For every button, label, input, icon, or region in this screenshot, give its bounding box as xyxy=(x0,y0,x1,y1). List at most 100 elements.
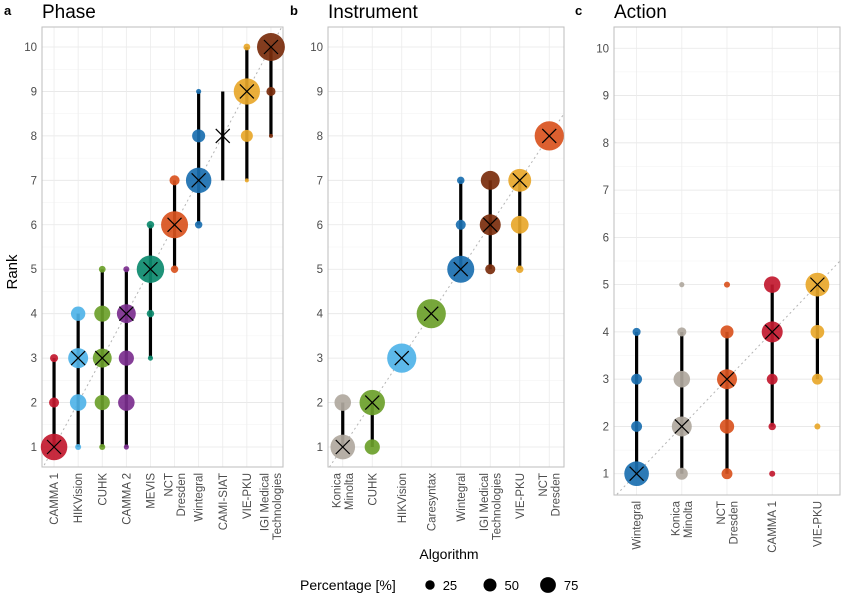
legend-size-marker xyxy=(425,580,435,590)
median-marker xyxy=(453,261,469,277)
rank-point xyxy=(632,327,641,336)
series-7 xyxy=(185,88,212,229)
series-1 xyxy=(624,327,649,487)
rank-point xyxy=(334,394,352,411)
x-tick-label: CAMMA 1 xyxy=(49,473,61,525)
rank-point xyxy=(266,86,276,97)
x-tick-label: Wintegral xyxy=(456,473,468,522)
panel-action: c Action 1 2 3 4 5 6 7 8 9 10 Wintegral KonicaMinolta… xyxy=(575,2,841,553)
median-marker xyxy=(674,419,690,434)
series-7 xyxy=(508,168,532,273)
median-marker xyxy=(46,439,62,455)
legend-title: Percentage [%] xyxy=(300,577,396,593)
median-marker xyxy=(215,128,231,144)
y-tick-label: 10 xyxy=(24,42,37,54)
rank-point xyxy=(192,129,206,143)
legend-size-marker xyxy=(540,577,556,593)
y-tick-label: 5 xyxy=(317,264,323,276)
x-tick-label: MEVIS xyxy=(145,473,157,509)
x-tick-label: HIKVision xyxy=(397,473,409,523)
y-tick-label: 1 xyxy=(317,442,323,454)
rank-point xyxy=(631,421,643,432)
y-tick-label: 6 xyxy=(603,232,609,244)
y-tick-label: 7 xyxy=(31,175,37,187)
rank-point xyxy=(510,215,529,234)
panel-title: Action xyxy=(614,2,667,23)
x-tick-label: CAMI-SIAT xyxy=(218,473,230,530)
x-tick-label: CUHK xyxy=(97,473,109,506)
median-marker xyxy=(191,172,207,188)
rank-point xyxy=(769,470,776,477)
rank-point xyxy=(810,325,825,339)
y-tick-label: 9 xyxy=(317,86,323,98)
panel-letter: b xyxy=(290,3,298,18)
panel-phase: a Phase 1 2 3 4 5 6 7 8 9 10 CAMMA 1 HIKVision CUHK CAM… xyxy=(4,2,285,540)
rank-point xyxy=(457,176,465,185)
rank-point xyxy=(118,350,134,366)
legend-entry-label: 25 xyxy=(443,578,457,593)
y-tick-label: 8 xyxy=(31,131,37,143)
rank-point xyxy=(146,309,155,318)
x-tick-label: CAMMA 2 xyxy=(121,473,133,525)
y-tick-label: 3 xyxy=(603,374,609,386)
legend-entries: 25 50 75 xyxy=(425,577,578,593)
rank-point xyxy=(268,133,273,138)
x-tick-label: CUHK xyxy=(367,473,379,506)
x-tick-label: Wintegral xyxy=(194,473,206,522)
y-tick-label: 4 xyxy=(603,327,610,339)
panel-border xyxy=(41,26,284,468)
y-tick-label: 10 xyxy=(310,42,323,54)
x-tick-label: NCTDresden xyxy=(538,473,563,516)
rank-point xyxy=(631,373,643,385)
rank-point xyxy=(763,276,781,293)
y-tick-label: 3 xyxy=(31,353,37,365)
rank-point xyxy=(49,397,60,408)
y-tick-label: 7 xyxy=(317,175,323,187)
panel-letter: a xyxy=(4,3,12,18)
rank-point xyxy=(766,373,778,385)
y-tick-label: 6 xyxy=(317,220,323,232)
median-marker xyxy=(239,84,255,99)
series-6 xyxy=(479,170,501,275)
rank-point xyxy=(719,419,735,434)
rank-point xyxy=(98,265,106,273)
rank-point xyxy=(146,221,155,229)
rank-point xyxy=(240,129,253,142)
panel-instrument: b Instrument 1 2 3 4 5 6 7 8 9 10 KonicaMinolta CUHK H… xyxy=(290,2,565,540)
y-tick-label: 6 xyxy=(31,220,37,232)
rank-point xyxy=(811,373,823,385)
y-tick-label: 7 xyxy=(603,185,609,197)
x-tick-label: Wintegral xyxy=(632,501,644,550)
series-2 xyxy=(68,306,89,451)
x-tick-label: IGI MedicalTechnologies xyxy=(260,473,285,540)
series-3 xyxy=(717,281,737,480)
rank-point xyxy=(75,443,82,451)
median-marker xyxy=(335,439,351,455)
median-marker xyxy=(809,277,825,293)
rank-point xyxy=(50,354,59,363)
series-4 xyxy=(116,266,136,450)
median-marker xyxy=(94,350,110,366)
median-marker xyxy=(764,324,780,340)
series-2 xyxy=(359,389,385,455)
series-4 xyxy=(416,299,446,329)
median-marker xyxy=(541,128,557,144)
rank-point xyxy=(485,264,496,275)
panel-border xyxy=(327,26,565,468)
median-marker xyxy=(143,261,158,277)
rank-point xyxy=(118,394,135,411)
y-tick-label: 2 xyxy=(31,398,37,410)
rank-point xyxy=(675,467,688,480)
series-2 xyxy=(671,282,692,480)
rank-point xyxy=(244,178,249,183)
x-tick-label: HIKVision xyxy=(73,473,85,523)
rank-point xyxy=(147,355,154,361)
rank-point xyxy=(94,394,110,411)
rank-point xyxy=(123,444,129,450)
legend-size-marker xyxy=(483,578,497,592)
median-marker xyxy=(70,350,86,366)
median-marker xyxy=(719,371,735,387)
x-tick-label: NCTDresden xyxy=(716,501,741,544)
series-6 xyxy=(161,175,189,273)
series-5 xyxy=(805,272,830,430)
